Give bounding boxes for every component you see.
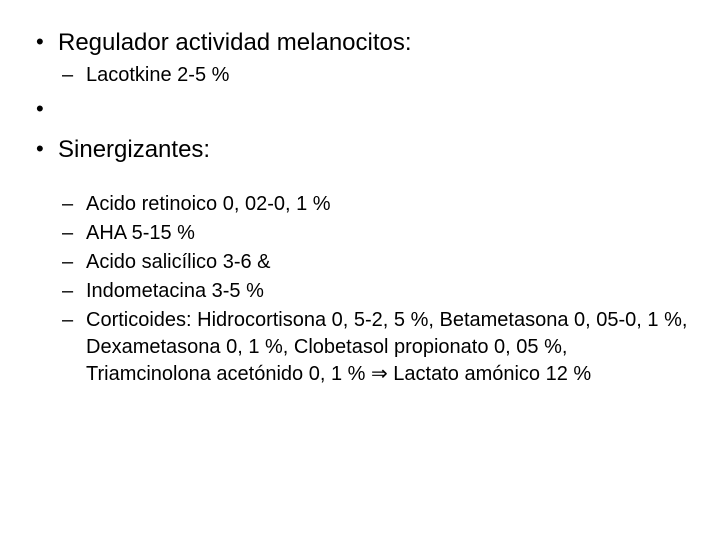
list-item: Acido retinoico 0, 02-0, 1 % — [58, 191, 690, 218]
list-item: Corticoides: Hidrocortisona 0, 5-2, 5 %,… — [58, 307, 690, 388]
list-item: Indometacina 3-5 % — [58, 278, 690, 305]
list-item-text: Sinergizantes: — [58, 136, 210, 163]
list-item-text: Acido retinoico 0, 02-0, 1 % — [86, 193, 331, 215]
bullet-list-level2: Acido retinoico 0, 02-0, 1 % AHA 5-15 % … — [58, 191, 690, 388]
list-item-text: Acido salicílico 3-6 & — [86, 251, 271, 273]
list-item-text: AHA 5-15 % — [86, 222, 195, 244]
list-item-text: Regulador actividad melanocitos: — [58, 29, 412, 56]
list-item: Regulador actividad melanocitos: Lacotki… — [30, 28, 690, 89]
bullet-list-level2: Lacotkine 2-5 % — [58, 62, 690, 89]
list-item-text: Corticoides: Hidrocortisona 0, 5-2, 5 %,… — [86, 309, 687, 385]
bullet-list-level1: Regulador actividad melanocitos: Lacotki… — [30, 28, 690, 388]
spacer — [30, 95, 690, 135]
list-item-text: Indometacina 3-5 % — [86, 280, 264, 302]
slide: Regulador actividad melanocitos: Lacotki… — [0, 0, 720, 540]
list-item-text: Lacotkine 2-5 % — [86, 64, 229, 86]
list-item: Lacotkine 2-5 % — [58, 62, 690, 89]
list-item: Acido salicílico 3-6 & — [58, 249, 690, 276]
list-item: AHA 5-15 % — [58, 220, 690, 247]
list-item: Sinergizantes: Acido retinoico 0, 02-0, … — [30, 135, 690, 388]
